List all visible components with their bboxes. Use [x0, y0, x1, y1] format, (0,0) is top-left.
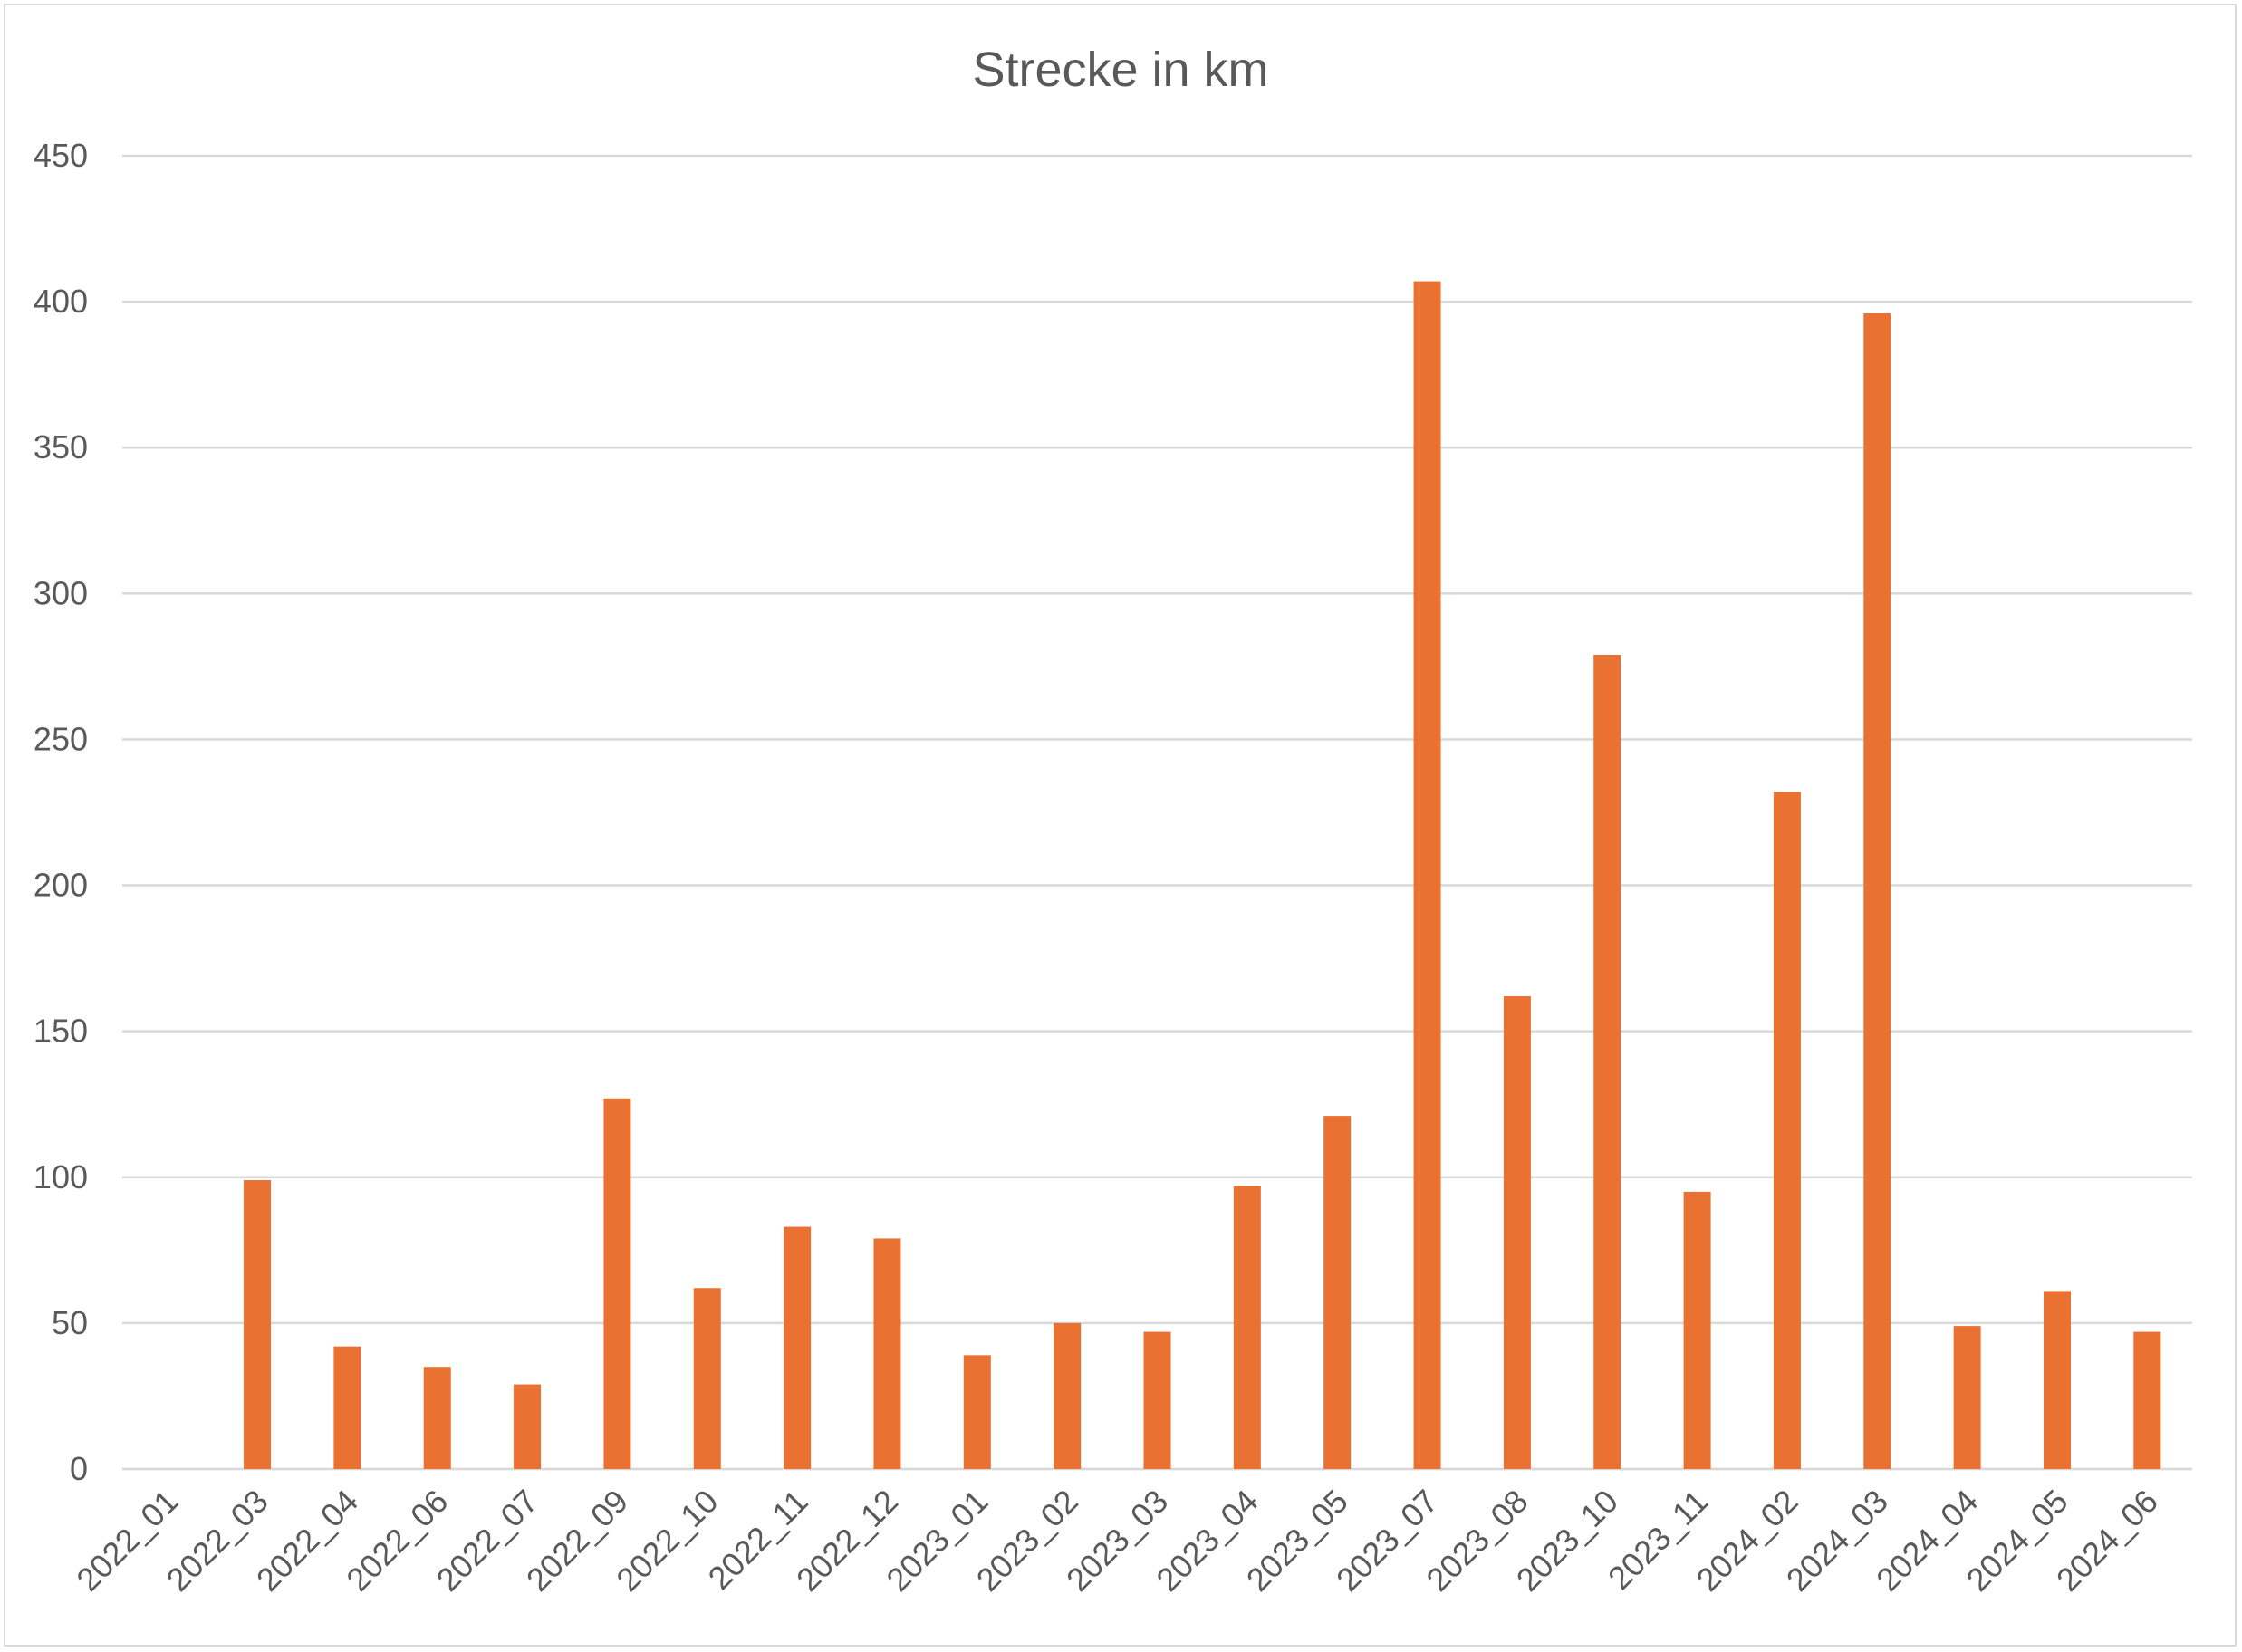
y-tick-label: 100	[34, 1158, 88, 1196]
y-tick-label: 450	[34, 137, 88, 174]
gridlines	[122, 154, 2192, 1471]
chart-title: Strecke in km	[972, 43, 1268, 97]
x-tick-label: 2023_10	[1509, 1483, 1625, 1599]
bar-2022_10	[693, 1288, 721, 1469]
y-tick-label: 250	[34, 720, 88, 757]
bar-2024_02	[1773, 792, 1801, 1469]
bar-2023_05	[1323, 1116, 1352, 1469]
bar-2023_02	[1054, 1322, 1082, 1469]
bar-2024_06	[2133, 1331, 2161, 1469]
x-tick-label: 2022_10	[609, 1483, 725, 1599]
bar-2023_04	[1233, 1186, 1261, 1469]
y-axis-ticks: 0 50 100 150 200 250 300 350 400 450	[34, 137, 88, 1487]
bar-2024_03	[1863, 313, 1891, 1469]
y-tick-label: 0	[70, 1450, 88, 1487]
bar-2022_12	[873, 1238, 901, 1469]
bar-2023_01	[963, 1355, 991, 1469]
y-tick-label: 400	[34, 283, 88, 320]
x-axis-ticks: 2022_012022_032022_042022_062022_072022_…	[69, 1483, 2165, 1599]
bar-2022_11	[784, 1226, 812, 1469]
bar-2022_07	[514, 1384, 542, 1469]
bar-2023_03	[1143, 1331, 1171, 1469]
bar-2022_06	[423, 1367, 451, 1469]
bar-2024_05	[2043, 1291, 2071, 1469]
bar-2022_09	[603, 1098, 631, 1469]
y-tick-label: 350	[34, 428, 88, 466]
y-tick-label: 200	[34, 867, 88, 904]
bar-2022_04	[333, 1346, 361, 1469]
bar-2023_07	[1413, 281, 1441, 1469]
y-tick-label: 300	[34, 574, 88, 611]
bar-2024_04	[1953, 1326, 1981, 1469]
bar-2022_03	[244, 1180, 272, 1469]
bars	[244, 281, 2161, 1469]
y-tick-label: 50	[52, 1304, 88, 1341]
x-tick-label: 2024_06	[2049, 1483, 2165, 1599]
bar-2023_08	[1503, 996, 1531, 1469]
bar-2023_11	[1683, 1191, 1711, 1469]
bar-2023_10	[1593, 655, 1621, 1469]
y-tick-label: 150	[34, 1013, 88, 1050]
